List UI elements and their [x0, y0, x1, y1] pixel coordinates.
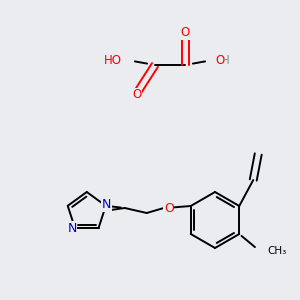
Text: O: O — [132, 88, 142, 101]
Text: O: O — [164, 202, 174, 214]
Text: N: N — [67, 222, 77, 235]
Text: O: O — [180, 26, 190, 40]
Text: HO: HO — [104, 53, 122, 67]
Text: H: H — [220, 53, 230, 67]
Text: CH₃: CH₃ — [267, 246, 286, 256]
Text: N: N — [102, 198, 112, 211]
Text: O: O — [215, 53, 224, 67]
